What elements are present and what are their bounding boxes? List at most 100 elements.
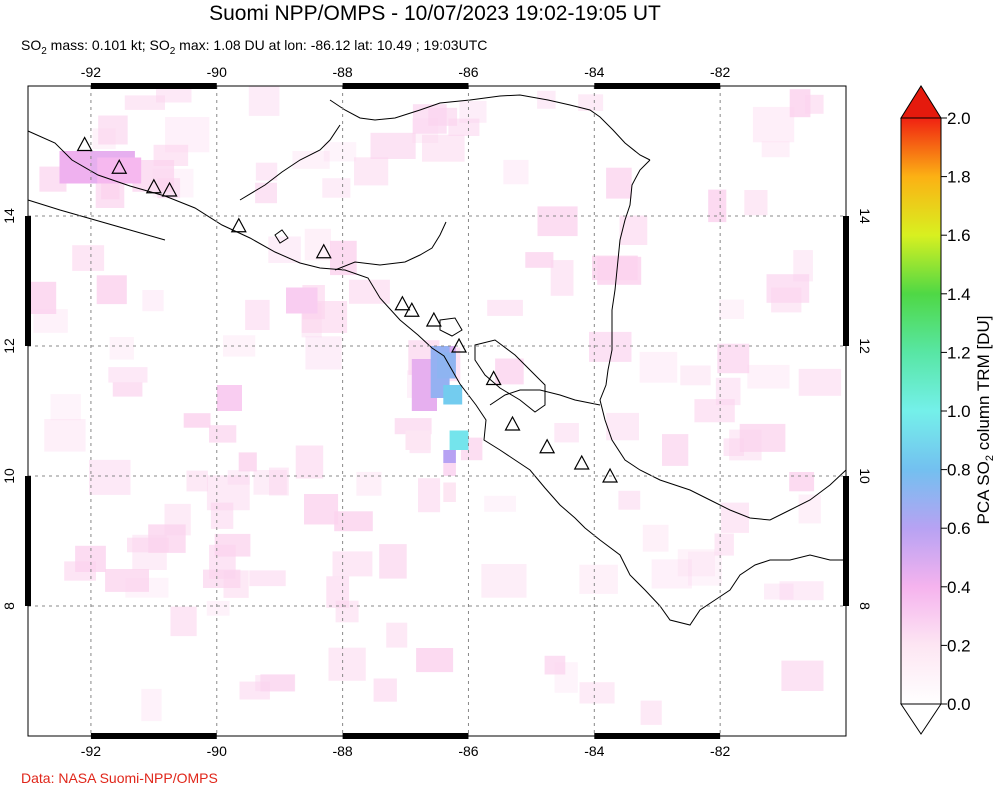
noise-pixel — [789, 472, 815, 492]
noise-pixel — [44, 419, 86, 452]
noise-pixel — [64, 561, 96, 581]
so2-pixel — [405, 430, 431, 450]
noise-pixel — [798, 368, 842, 396]
frame-bar — [843, 216, 849, 346]
lon-tick-label: -90 — [207, 64, 227, 80]
noise-pixel — [525, 252, 554, 268]
noise-pixel — [98, 115, 128, 145]
colorbar-min-arrow — [900, 703, 942, 735]
volcano-triangle-icon — [425, 311, 442, 327]
volcano-triangle-icon — [504, 415, 521, 431]
noise-pixel — [677, 549, 715, 577]
noise-pixel — [688, 551, 722, 586]
so2-pixel — [97, 157, 142, 184]
noise-pixel — [495, 358, 524, 385]
noise-pixel — [717, 343, 750, 374]
noise-pixel — [349, 279, 390, 304]
volcano-triangle-icon — [403, 301, 420, 317]
so2-pixel — [443, 463, 456, 476]
noise-pixel — [412, 104, 447, 134]
frame-bar — [25, 476, 31, 606]
noise-pixel — [164, 503, 191, 536]
colorbar-ticks: 0.0 0.2 0.4 0.6 0.8 1.0 1.2 1.4 1.6 1.8 2.0 — [941, 109, 971, 714]
noise-pixel — [370, 132, 416, 159]
noise-pixel — [334, 511, 373, 532]
noise-pixel — [50, 394, 81, 421]
noise-pixel — [723, 438, 744, 456]
noise-pixel — [29, 281, 57, 314]
noise-pixel — [662, 434, 689, 466]
noise-pixel — [642, 524, 669, 552]
noise-pixel — [579, 564, 618, 594]
so2-pixel — [437, 352, 456, 379]
noise-pixel — [109, 337, 134, 360]
noise-pixel — [379, 544, 407, 579]
so2-summary: SO2 mass: 0.101 kt; SO2 max: 1.08 DU at … — [21, 37, 488, 57]
noise-pixel — [209, 425, 237, 443]
noise-pixel — [752, 106, 795, 143]
noise-pixel — [386, 622, 408, 648]
lon-tick-label: -84 — [584, 64, 604, 80]
noise-pixel — [487, 299, 523, 316]
lat-tick-label: 8 — [857, 602, 873, 610]
noise-pixel — [105, 569, 149, 592]
colorbar-tick-label: 1.6 — [947, 226, 971, 245]
noise-pixel — [550, 260, 574, 296]
colorbar-title: PCA SO2 column TRM [DU] — [973, 315, 997, 525]
so2-pixel — [443, 450, 456, 463]
volcano-triangle-icon — [145, 178, 162, 194]
colorbar-tick-label: 1.2 — [947, 343, 971, 362]
noise-pixel — [186, 470, 208, 492]
noise-pixel — [206, 600, 230, 616]
volcano-markers — [76, 136, 619, 483]
noise-pixel — [332, 551, 373, 577]
lat-tick-label: 12 — [857, 338, 873, 354]
volcano-triangle-icon — [602, 467, 619, 483]
noise-pixel — [578, 94, 604, 111]
frame-bar — [843, 476, 849, 606]
so2-pixel — [449, 430, 469, 450]
noise-pixel — [214, 533, 251, 557]
lon-tick-label: -90 — [207, 743, 227, 759]
so2-pixel-layer — [59, 151, 469, 502]
noise-pixel — [606, 167, 632, 199]
noise-pixel — [606, 412, 639, 441]
noise-pixel — [141, 688, 162, 722]
colorbar-gradient — [900, 117, 942, 705]
so2-pixel — [216, 385, 242, 411]
noise-pixel — [416, 648, 454, 673]
frame-bar — [594, 733, 721, 739]
noise-pixel — [779, 581, 824, 601]
noise-pixel — [680, 365, 711, 386]
noise-pixel — [537, 206, 578, 237]
noise-pixel — [268, 236, 301, 263]
noise-pixel — [619, 215, 648, 245]
noise-pixel — [554, 662, 578, 693]
noise-pixel — [108, 367, 148, 383]
volcano-triangle-icon — [394, 295, 411, 311]
noise-pixel — [269, 467, 289, 496]
frame-bar — [90, 83, 217, 89]
noise-pixel — [89, 459, 131, 495]
lon-tick-label: -86 — [458, 743, 478, 759]
colorbar-tick-label: 0.4 — [947, 578, 971, 597]
volcano-triangle-icon — [485, 370, 502, 386]
noise-pixel — [328, 647, 366, 681]
lon-tick-label: -92 — [81, 743, 101, 759]
noise-pixel — [323, 142, 357, 162]
noise-pixel — [793, 250, 813, 282]
noise-pixel — [651, 559, 692, 589]
colorbar-tick-label: 1.4 — [947, 285, 971, 304]
colorbar-tick-label: 0.2 — [947, 636, 971, 655]
so2-pixel — [443, 482, 456, 502]
noise-pixel — [239, 681, 270, 700]
noise-pixel — [238, 452, 257, 472]
coastlines — [27, 94, 847, 626]
lon-tick-label: -84 — [584, 743, 604, 759]
noise-pixel — [92, 128, 116, 150]
noise-pixel — [255, 182, 277, 204]
so2-pixel — [443, 385, 463, 405]
noise-pixel — [356, 471, 382, 496]
data-credit: Data: NASA Suomi-NPP/OMPS — [21, 770, 218, 786]
colorbar-tick-label: 0.0 — [947, 695, 971, 714]
